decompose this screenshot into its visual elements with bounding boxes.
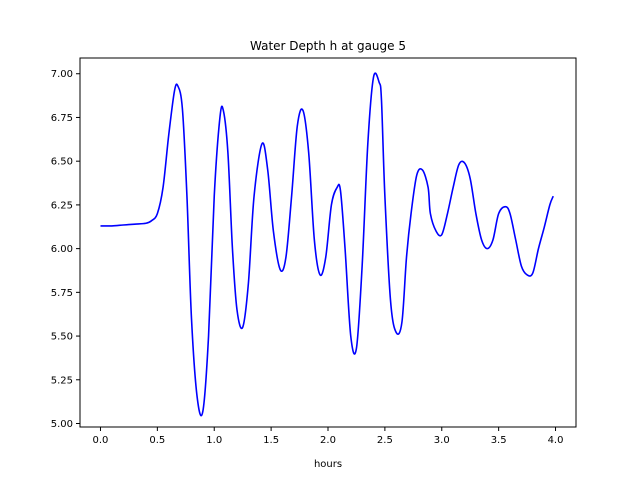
series-line: [100, 72, 554, 417]
y-tick-label: 6.00: [51, 244, 73, 255]
x-tick-label: 0.0: [93, 435, 109, 446]
x-tick-label: 2.5: [377, 435, 393, 446]
x-tick-label: 1.0: [206, 435, 222, 446]
y-tick-label: 7.00: [51, 69, 73, 80]
y-tick-label: 5.25: [51, 375, 73, 386]
x-tick-label: 0.5: [149, 435, 165, 446]
x-axis-label: hours: [314, 459, 342, 470]
x-tick-label: 2.0: [320, 435, 336, 446]
chart-title: Water Depth h at gauge 5: [250, 39, 406, 53]
y-tick-label: 5.75: [51, 288, 73, 299]
x-tick-label: 3.5: [491, 435, 507, 446]
plot-area: [100, 72, 554, 417]
y-tick-label: 5.50: [51, 332, 73, 343]
y-tick-label: 6.75: [51, 113, 73, 124]
x-tick-label: 4.0: [548, 435, 564, 446]
y-tick-label: 6.25: [51, 200, 73, 211]
x-tick-label: 1.5: [263, 435, 279, 446]
y-tick-label: 6.50: [51, 157, 73, 168]
y-tick-label: 5.00: [51, 419, 73, 430]
x-tick-label: 3.0: [434, 435, 450, 446]
